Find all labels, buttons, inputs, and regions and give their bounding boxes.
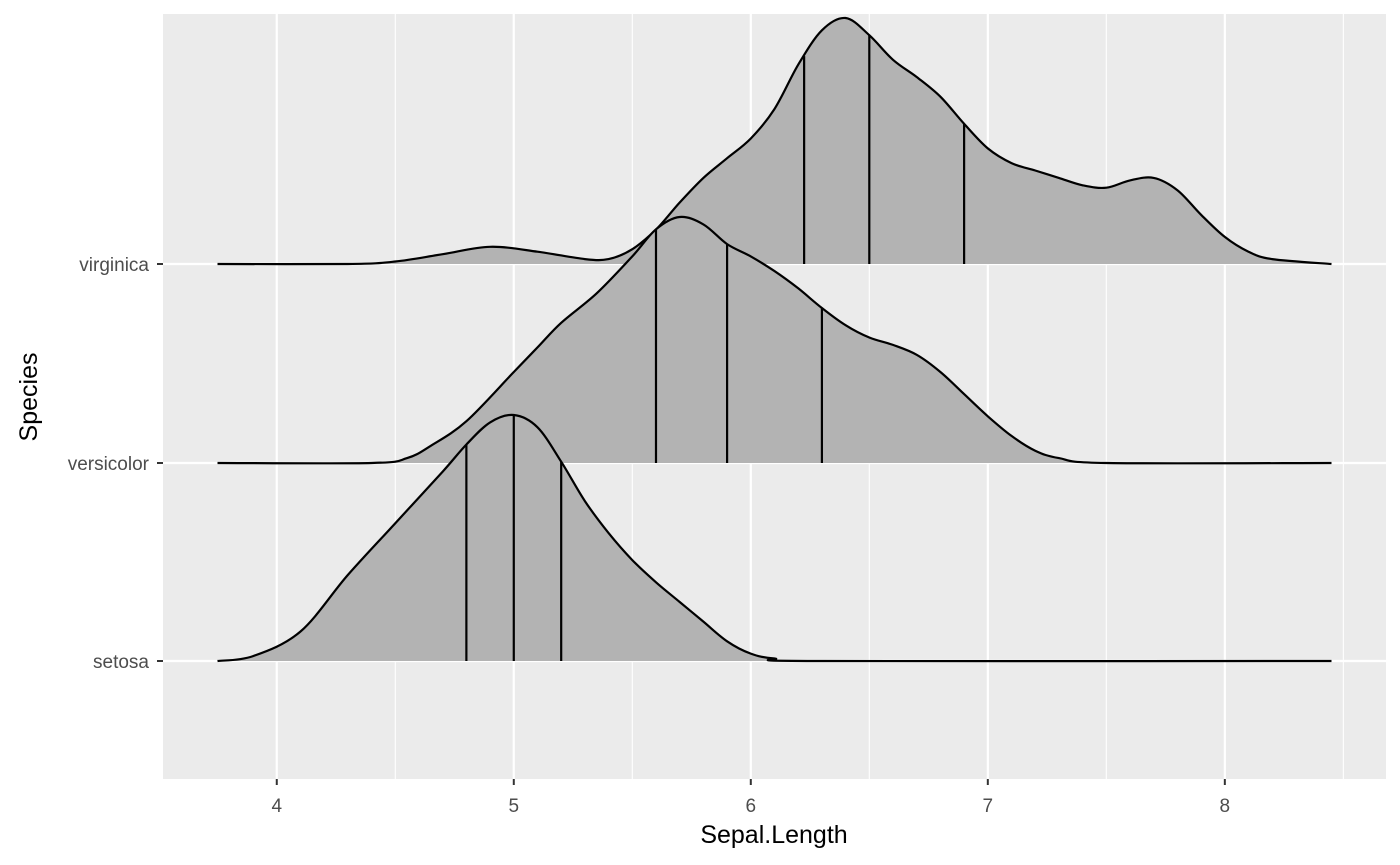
ridge-fill (217, 414, 1332, 662)
ridges (217, 16, 1332, 663)
x-tick-label: 8 (1220, 796, 1231, 817)
ridge-setosa (217, 413, 1332, 663)
ridge-outline (217, 16, 1332, 266)
x-tick-label: 4 (271, 796, 282, 817)
x-axis: 4 5 6 7 8 (271, 779, 1230, 817)
x-tick-label: 7 (983, 796, 994, 817)
ridge-fill (217, 216, 1332, 464)
y-axis: setosa versicolor virginica (68, 255, 163, 673)
ridge-versicolor (217, 215, 1332, 465)
x-tick-label: 6 (746, 796, 757, 817)
ridge-outline (217, 413, 1332, 663)
y-tick-label-setosa: setosa (93, 652, 149, 673)
y-tick-label-versicolor: versicolor (68, 454, 150, 475)
x-axis-title: Sepal.Length (700, 821, 847, 849)
x-tick-label: 5 (508, 796, 519, 817)
ridge-outline (217, 215, 1332, 465)
ridge-virginica (217, 16, 1332, 266)
y-tick-label-virginica: virginica (79, 255, 149, 276)
y-axis-title: Species (15, 353, 43, 442)
ridge-fill (217, 17, 1332, 265)
